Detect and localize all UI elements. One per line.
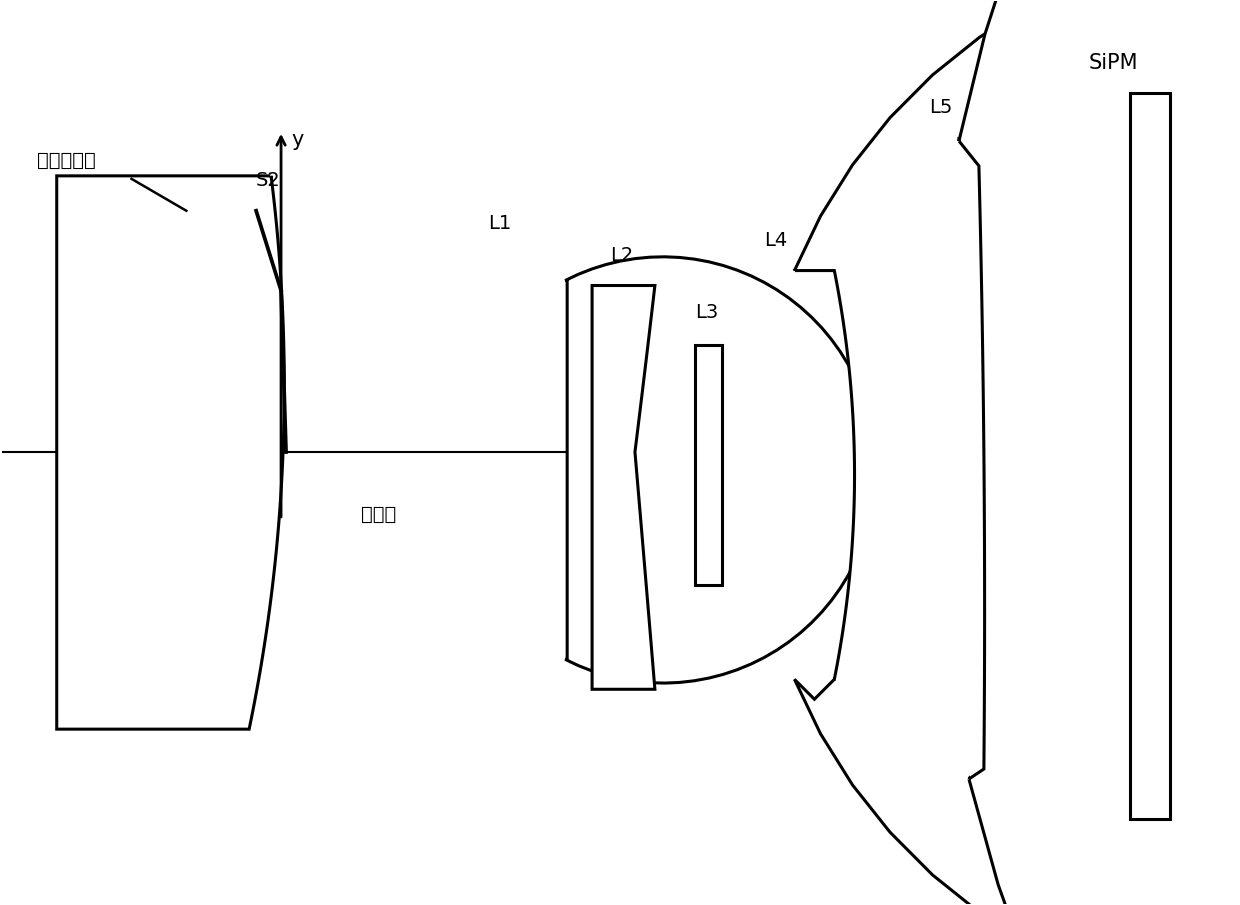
Text: S2: S2 [257,171,281,190]
Text: L5: L5 [929,98,952,117]
Text: 中轴线: 中轴线 [361,505,396,524]
Polygon shape [565,257,875,683]
Polygon shape [1131,93,1171,819]
Polygon shape [57,176,284,729]
Polygon shape [795,0,1240,905]
Text: L3: L3 [694,303,718,322]
Text: y: y [291,130,304,150]
Polygon shape [694,346,722,585]
Text: 圆柱体主体: 圆柱体主体 [37,151,95,170]
Text: SiPM: SiPM [1089,53,1138,73]
Text: L4: L4 [765,231,787,250]
Text: L2: L2 [610,245,634,264]
Text: L1: L1 [489,214,512,233]
Polygon shape [959,0,1240,905]
Polygon shape [591,285,655,690]
